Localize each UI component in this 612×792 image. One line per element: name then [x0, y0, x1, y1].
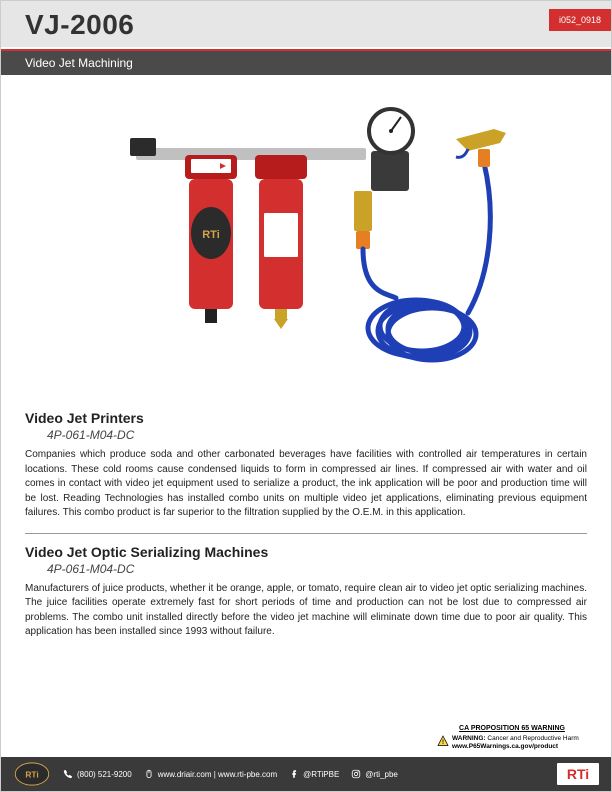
part-number: 4P-061-M04-DC — [47, 562, 587, 576]
footer-fb-text: @RTiPBE — [303, 770, 339, 779]
warning-text-block: WARNING: Cancer and Reproductive Harm ww… — [452, 735, 579, 751]
divider — [25, 533, 587, 534]
footer-logo-left: RTi — [13, 761, 51, 787]
footer-instagram: @rti_pbe — [351, 769, 398, 779]
product-illustration: RTi — [96, 93, 516, 393]
footer-phone: (800) 521-9200 — [63, 769, 132, 779]
footer-ig-text: @rti_pbe — [365, 770, 398, 779]
page-title: VJ-2006 — [25, 9, 587, 41]
warning-triangle-icon: ! — [437, 735, 449, 747]
footer-logo-right: RTi — [557, 763, 599, 785]
footer-phone-text: (800) 521-9200 — [77, 770, 132, 779]
section-1: Video Jet Printers 4P-061-M04-DC Compani… — [25, 410, 587, 521]
section-heading: Video Jet Optic Serializing Machines — [25, 544, 587, 560]
warning-title: CA PROPOSITION 65 WARNING — [437, 725, 587, 733]
prop65-warning: CA PROPOSITION 65 WARNING ! WARNING: Can… — [437, 725, 587, 751]
footer-facebook: @RTiPBE — [289, 769, 339, 779]
page: i052_0918 VJ-2006 Video Jet Machining RT… — [0, 0, 612, 792]
svg-text:RTi: RTi — [202, 229, 220, 241]
footer-sites-text: www.driair.com | www.rti-pbe.com — [158, 770, 277, 779]
phone-icon — [63, 769, 73, 779]
subtitle-bar: Video Jet Machining — [1, 51, 611, 75]
footer-sites: www.driair.com | www.rti-pbe.com — [144, 769, 277, 779]
part-number: 4P-061-M04-DC — [47, 428, 587, 442]
instagram-icon — [351, 769, 361, 779]
section-heading: Video Jet Printers — [25, 410, 587, 426]
warning-url: www.P65Warnings.ca.gov/product — [452, 743, 558, 750]
facebook-icon — [289, 769, 299, 779]
section-body: Manufacturers of juice products, whether… — [25, 582, 587, 640]
product-image-area: RTi — [1, 75, 611, 410]
warning-text: Cancer and Reproductive Harm — [487, 735, 578, 742]
section-body: Companies which produce soda and other c… — [25, 448, 587, 521]
footer: RTi (800) 521-9200 www.driair.com | www.… — [1, 757, 611, 791]
section-2: Video Jet Optic Serializing Machines 4P-… — [25, 544, 587, 640]
mouse-icon — [144, 769, 154, 779]
content-area: Video Jet Printers 4P-061-M04-DC Compani… — [1, 410, 611, 640]
header: i052_0918 VJ-2006 — [1, 1, 611, 47]
doc-code-badge: i052_0918 — [549, 9, 611, 31]
svg-text:!: ! — [442, 740, 444, 746]
warning-label: WARNING: — [452, 735, 486, 742]
svg-text:RTi: RTi — [25, 770, 38, 780]
